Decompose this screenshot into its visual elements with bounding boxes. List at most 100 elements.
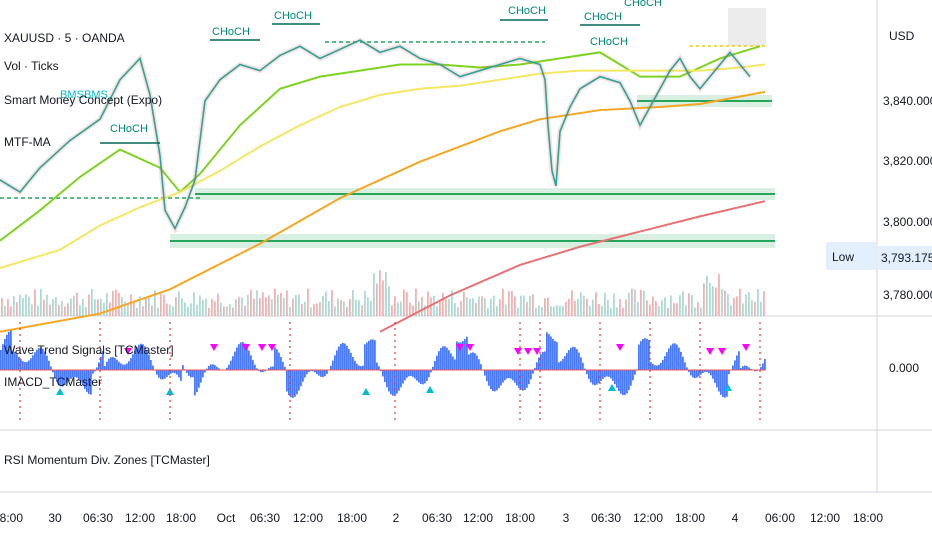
volume-bar <box>436 306 438 316</box>
macd-bar <box>388 370 390 391</box>
macd-bar <box>178 370 180 377</box>
volume-bar <box>505 305 507 316</box>
volume-bar <box>181 298 183 316</box>
macd-bar <box>414 370 416 379</box>
volume-bar <box>526 302 528 316</box>
volume-bar <box>145 299 147 316</box>
legend-rsi[interactable]: RSI Momentum Div. Zones [TCMaster] <box>4 453 210 467</box>
macd-bar <box>294 370 296 397</box>
volume-bar <box>745 295 747 316</box>
macd-bar <box>296 370 298 394</box>
volume-bar <box>682 291 684 316</box>
macd-bar <box>416 370 418 381</box>
macd-bar <box>712 370 714 379</box>
volume-bar <box>427 291 429 316</box>
volume-bar <box>646 300 648 316</box>
volume-bar <box>244 306 246 316</box>
volume-bar <box>484 298 486 316</box>
macd-bar <box>376 363 378 370</box>
macd-bar <box>492 370 494 391</box>
macd-bar <box>434 361 436 370</box>
macd-bar <box>452 357 454 370</box>
legend-imacd[interactable]: IMACD_TCMaster <box>4 375 102 389</box>
macd-bar <box>350 353 352 370</box>
volume-bar <box>220 303 222 316</box>
volume-bar <box>250 290 252 316</box>
macd-bar <box>506 370 508 379</box>
macd-bar <box>164 370 166 379</box>
macd-bar <box>602 370 604 379</box>
axis-currency[interactable]: USD <box>889 29 915 43</box>
macd-bar <box>448 350 450 370</box>
structure-label: CHoCH <box>590 36 628 48</box>
macd-bar <box>594 370 596 385</box>
macd-bar <box>404 370 406 380</box>
volume-bar <box>685 305 687 316</box>
macd-bar <box>200 370 202 383</box>
legend-volume[interactable]: Vol · Ticks <box>4 59 59 73</box>
structure-label: CHoCH <box>508 5 546 17</box>
volume-bar <box>625 299 627 316</box>
volume-bar <box>271 299 273 316</box>
structure-label: CHoCH <box>110 123 148 135</box>
volume-bar <box>514 297 516 316</box>
legend-mtf[interactable]: MTF-MA <box>4 135 51 149</box>
volume-bar <box>676 303 678 316</box>
volume-bar <box>466 297 468 316</box>
macd-bar <box>646 339 648 370</box>
macd-bar <box>280 357 282 370</box>
macd-bar <box>370 340 372 370</box>
volume-bar <box>556 305 558 316</box>
volume-bar <box>208 308 210 316</box>
volume-bar <box>13 296 15 316</box>
volume-bar <box>631 289 633 316</box>
volume-bar <box>703 283 705 316</box>
macd-bar <box>656 366 658 370</box>
macd-bar <box>540 354 542 370</box>
macd-bar <box>638 345 640 370</box>
volume-bar <box>352 290 354 316</box>
volume-bar <box>103 303 105 316</box>
macd-bar <box>746 366 748 370</box>
macd-bar <box>188 370 190 376</box>
legend-symbol[interactable]: XAUUSD · 5 · OANDA <box>4 31 125 45</box>
oscillator-pane <box>0 322 766 422</box>
volume-bar <box>469 299 471 316</box>
macd-bar <box>526 370 528 388</box>
macd-bar <box>726 370 728 397</box>
macd-bar <box>530 370 532 379</box>
volume-bar <box>52 299 54 316</box>
volume-bar <box>658 306 660 316</box>
volume-bar <box>481 296 483 316</box>
volume-bar <box>538 306 540 316</box>
volume-bar <box>49 305 51 316</box>
macd-bar <box>662 360 664 370</box>
volume-bar <box>715 287 717 316</box>
macd-bar <box>124 365 126 370</box>
volume-bar <box>343 301 345 316</box>
macd-bar <box>368 341 370 370</box>
volume-bar <box>721 289 723 316</box>
oscillator-zero-label: 0.000 <box>889 361 919 375</box>
volume-bar <box>508 291 510 316</box>
macd-bar <box>610 370 612 378</box>
macd-bar <box>596 370 598 385</box>
volume-bar <box>559 306 561 316</box>
macd-bar <box>228 365 230 370</box>
volume-bar <box>523 295 525 316</box>
macd-bar <box>236 347 238 370</box>
price-tick: 3,840.000 <box>883 94 932 108</box>
macd-bar <box>232 356 234 370</box>
buy-signal-marker <box>362 388 370 395</box>
buy-signal-marker <box>56 388 64 395</box>
volume-bar <box>193 292 195 316</box>
time-tick: 3 <box>563 511 570 525</box>
legend-smc[interactable]: Smart Money Concept (Expo) <box>4 93 162 107</box>
legend-wave-trend[interactable]: Wave Trend Signals [TCMaster] <box>4 343 174 357</box>
macd-bar <box>274 347 276 370</box>
macd-bar <box>360 366 362 370</box>
macd-bar <box>272 366 274 370</box>
macd-bar <box>564 356 566 370</box>
time-tick: 12:00 <box>633 511 663 525</box>
volume-bar <box>493 296 495 316</box>
